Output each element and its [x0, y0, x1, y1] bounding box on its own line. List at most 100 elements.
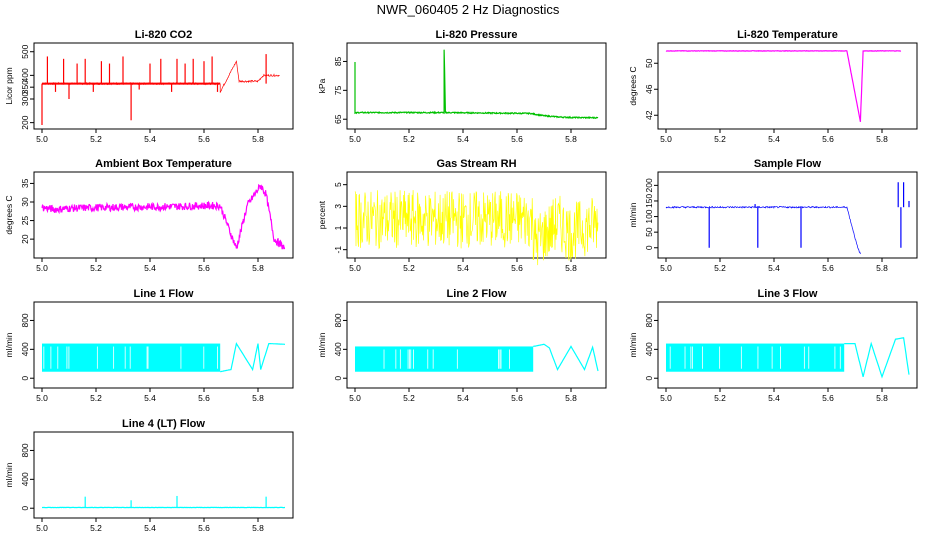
- series-line: [354, 190, 599, 266]
- y-tick-label: 800: [20, 313, 30, 327]
- x-tick-label: 5.2: [403, 134, 415, 144]
- y-tick-label: 1: [333, 225, 343, 230]
- x-tick-label: 5.2: [403, 263, 415, 273]
- panel-title: Line 4 (LT) Flow: [122, 418, 205, 430]
- x-tick-label: 5.4: [768, 393, 780, 403]
- y-tick-label: 35: [20, 178, 30, 188]
- y-tick-label: 500: [20, 44, 30, 58]
- y-tick-label: 400: [644, 342, 654, 356]
- x-tick-label: 5.2: [90, 263, 102, 273]
- y-tick-label: 100: [644, 209, 654, 223]
- x-tick-label: 5.6: [822, 393, 834, 403]
- plot-frame: [346, 301, 607, 389]
- y-tick-label: 0: [333, 376, 343, 381]
- x-tick-label: 5.0: [660, 393, 672, 403]
- x-tick-label: 5.0: [660, 134, 672, 144]
- y-axis-label: ml/min: [628, 332, 638, 357]
- x-tick-label: 5.4: [144, 393, 156, 403]
- y-tick-label: 200: [20, 115, 30, 129]
- series-line: [220, 342, 285, 373]
- x-tick-label: 5.0: [36, 523, 48, 533]
- x-tick-label: 5.0: [660, 263, 672, 273]
- y-tick-label: 400: [333, 342, 343, 356]
- plot-frame: [33, 431, 294, 519]
- y-tick-label: 46: [644, 84, 654, 94]
- panel-8: Line 2 Flow 5.0 5.2 5.4 5.6 5.8 0 400 800 ml/min: [317, 288, 607, 403]
- flow-band: [666, 343, 845, 372]
- x-tick-label: 5.6: [822, 134, 834, 144]
- x-tick-label: 5.4: [457, 263, 469, 273]
- y-tick-label: 150: [644, 194, 654, 208]
- plot-frame: [657, 171, 918, 259]
- x-tick-label: 5.8: [252, 393, 264, 403]
- x-tick-label: 5.6: [822, 263, 834, 273]
- x-tick-label: 5.8: [252, 263, 264, 273]
- y-tick-label: 800: [20, 443, 30, 457]
- y-axis-label: kPa: [317, 78, 327, 93]
- y-tick-label: 65: [333, 114, 343, 124]
- y-tick-label: 30: [20, 197, 30, 207]
- series-line: [665, 49, 902, 123]
- panel-title: Line 1 Flow: [134, 288, 194, 300]
- x-tick-label: 5.0: [36, 263, 48, 273]
- x-tick-label: 5.6: [198, 263, 210, 273]
- y-tick-label: 5: [333, 182, 343, 187]
- y-tick-label: 85: [333, 56, 343, 66]
- y-tick-label: 3: [333, 204, 343, 209]
- x-tick-label: 5.0: [349, 393, 361, 403]
- flow-band: [42, 343, 221, 372]
- figure-title: NWR_060405 2 Hz Diagnostics: [376, 2, 560, 17]
- x-tick-label: 5.0: [36, 393, 48, 403]
- x-tick-label: 5.2: [403, 393, 415, 403]
- x-tick-label: 5.6: [198, 393, 210, 403]
- x-tick-label: 5.8: [876, 263, 888, 273]
- x-tick-label: 5.8: [252, 134, 264, 144]
- panel-title: Li-820 Pressure: [436, 29, 518, 41]
- y-tick-label: 0: [644, 376, 654, 381]
- x-tick-label: 5.6: [511, 134, 523, 144]
- x-tick-label: 5.6: [511, 393, 523, 403]
- y-axis-label: ml/min: [4, 332, 14, 357]
- panel-title: Ambient Box Temperature: [95, 158, 232, 170]
- plot-frame: [33, 301, 294, 389]
- y-tick-label: 200: [644, 178, 654, 192]
- x-tick-label: 5.2: [90, 134, 102, 144]
- panel-title: Gas Stream RH: [436, 158, 516, 170]
- y-tick-label: 350: [20, 80, 30, 94]
- panel-title: Li-820 Temperature: [737, 29, 838, 41]
- y-tick-label: 0: [20, 506, 30, 511]
- y-tick-label: 0: [20, 376, 30, 381]
- x-tick-label: 5.8: [565, 134, 577, 144]
- series-line: [41, 183, 286, 250]
- x-tick-label: 5.4: [457, 393, 469, 403]
- y-tick-label: 800: [333, 313, 343, 327]
- y-tick-label: 400: [20, 472, 30, 486]
- x-tick-label: 5.6: [511, 263, 523, 273]
- x-tick-label: 5.6: [198, 523, 210, 533]
- x-tick-label: 5.0: [349, 134, 361, 144]
- panel-title: Line 3 Flow: [758, 288, 818, 300]
- plot-frame: [346, 171, 607, 259]
- plot-frame: [346, 42, 607, 130]
- panel-2: Li-820 Pressure 5.0 5.2 5.4 5.6 5.8 65 75 85 kPa: [317, 29, 607, 144]
- y-tick-label: 50: [644, 58, 654, 68]
- x-tick-label: 5.4: [144, 263, 156, 273]
- y-axis-label: ml/min: [4, 462, 14, 487]
- plot-frame: [33, 171, 294, 259]
- y-axis-label: ml/min: [628, 202, 638, 227]
- x-tick-label: 5.4: [144, 523, 156, 533]
- x-tick-label: 5.4: [768, 263, 780, 273]
- x-tick-label: 5.4: [768, 134, 780, 144]
- series-line: [844, 337, 910, 379]
- y-axis-label: Licor ppm: [4, 67, 14, 104]
- series-line: [665, 205, 861, 255]
- panel-9: Line 3 Flow 5.0 5.2 5.4 5.6 5.8 0 400 800 ml/min: [628, 288, 918, 403]
- y-tick-label: -1: [333, 246, 343, 254]
- x-tick-label: 5.4: [457, 134, 469, 144]
- series-line: [533, 343, 599, 372]
- y-tick-label: 75: [333, 85, 343, 95]
- x-tick-label: 5.8: [876, 134, 888, 144]
- plot-frame: [657, 42, 918, 130]
- y-axis-label: degrees C: [4, 195, 14, 234]
- y-tick-label: 300: [20, 92, 30, 106]
